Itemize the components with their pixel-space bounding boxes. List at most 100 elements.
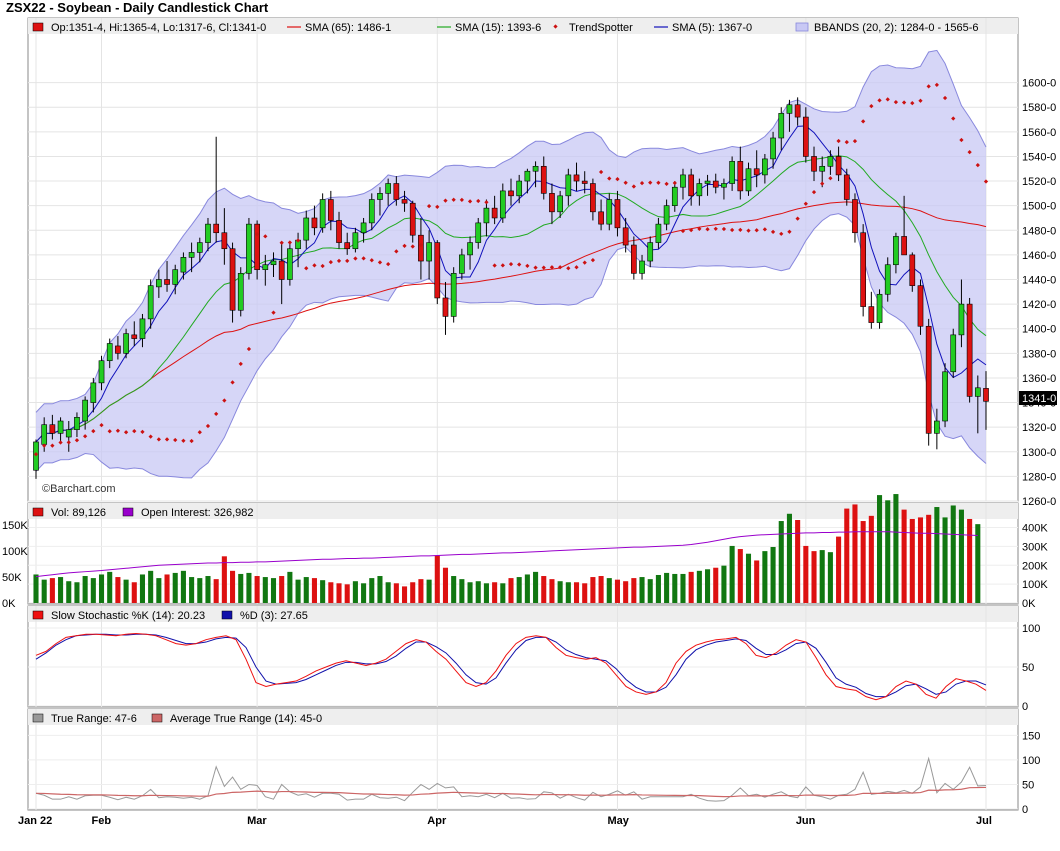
volume-bar xyxy=(442,567,449,603)
trendspotter-dot xyxy=(975,163,980,168)
price-tick-label: 1560-0 xyxy=(1022,127,1056,139)
trendspotter-dot xyxy=(533,265,538,270)
legend-label: Slow Stochastic %K (14): 20.23 xyxy=(51,610,205,622)
volume-bar xyxy=(803,545,809,603)
volume-bar xyxy=(958,509,964,603)
candle-body xyxy=(729,161,735,184)
legend-swatch xyxy=(122,507,134,517)
volume-tick-right: 400K xyxy=(1022,523,1048,535)
legend-label: SMA (5): 1367-0 xyxy=(672,22,752,34)
candle-body xyxy=(221,232,228,250)
candle-body xyxy=(647,242,654,262)
candle-body xyxy=(237,273,244,311)
candle-body xyxy=(868,306,875,323)
legend-swatch xyxy=(32,507,44,517)
candle-body xyxy=(860,232,866,307)
legend-swatch xyxy=(32,610,44,620)
true-range-line xyxy=(35,756,987,802)
volume-bar xyxy=(500,583,506,603)
trendspotter-dot xyxy=(762,227,768,232)
volume-bar xyxy=(287,571,293,603)
trendspotter-dot xyxy=(770,229,776,235)
trendspotter-dot xyxy=(689,228,694,233)
volume-bar xyxy=(107,571,113,603)
volume-bar xyxy=(934,507,940,603)
candle-body xyxy=(802,116,809,157)
trendspotter-dot xyxy=(549,265,555,270)
candle-body xyxy=(352,232,359,250)
candle-body xyxy=(156,279,162,288)
trendspotter-dot xyxy=(787,229,792,234)
candle-body xyxy=(762,158,768,176)
volume-bar xyxy=(459,579,465,603)
month-label: Apr xyxy=(427,815,447,827)
trendspotter-dot xyxy=(639,181,645,186)
volume-bar xyxy=(270,578,277,603)
candle-body xyxy=(409,202,416,236)
legend-label: SMA (15): 1393-6 xyxy=(455,22,541,34)
trendspotter-dot xyxy=(541,265,546,270)
price-tick-label: 1440-0 xyxy=(1022,275,1056,287)
legend-label: Vol: 89,126 xyxy=(51,507,106,519)
volume-bar xyxy=(631,578,637,603)
volume-bar xyxy=(885,500,891,603)
trendspotter-dot xyxy=(574,265,579,270)
trendspotter-dot xyxy=(680,228,686,234)
trendspotter-dot xyxy=(705,227,710,232)
candle-body xyxy=(131,334,138,339)
bbands-lower xyxy=(35,213,987,479)
volume-bar xyxy=(942,517,948,603)
volume-bar xyxy=(352,581,358,603)
month-label: Mar xyxy=(247,815,267,827)
volume-bar xyxy=(385,582,391,603)
trendspotter-dot xyxy=(500,263,505,268)
candle-body xyxy=(303,217,310,241)
volume-bar xyxy=(393,583,399,603)
tr-tick-label: 100 xyxy=(1022,755,1040,767)
candle-body xyxy=(876,293,883,323)
volume-bar xyxy=(172,572,178,603)
candle-body xyxy=(450,273,457,317)
volume-bar xyxy=(426,579,432,603)
volume-bar xyxy=(770,546,776,603)
candle-body xyxy=(893,236,899,266)
candle-body xyxy=(188,252,195,258)
trendspotter-dot xyxy=(492,263,497,268)
candle-body xyxy=(426,242,432,262)
volume-bar xyxy=(148,570,154,603)
trendspotter-dot xyxy=(164,437,170,442)
trendspotter-dot xyxy=(222,398,227,403)
legend-label: SMA (65): 1486-1 xyxy=(305,22,391,34)
volume-tick-left: 50K xyxy=(2,572,22,584)
candle-body xyxy=(811,156,817,172)
candle-body xyxy=(581,180,588,184)
volume-bar xyxy=(573,582,580,603)
trendspotter-dot xyxy=(254,231,260,237)
candle-body xyxy=(196,242,203,253)
volume-bar xyxy=(33,574,39,603)
candle-body xyxy=(213,223,220,234)
trendspotter-dot xyxy=(779,231,784,236)
trendspotter-dot xyxy=(484,200,489,205)
volume-bar xyxy=(164,574,170,603)
volume-bar xyxy=(483,583,489,603)
trendspotter-dot xyxy=(345,258,350,263)
candle-body xyxy=(139,318,146,339)
candle-body xyxy=(983,388,989,402)
candle-body xyxy=(745,168,752,192)
volume-bar xyxy=(369,578,375,603)
trendspotter-dot xyxy=(754,228,759,233)
candle-body xyxy=(532,165,539,172)
price-legend-strip xyxy=(28,18,1018,34)
candle-body xyxy=(434,242,441,299)
legend-swatch xyxy=(221,610,233,620)
price-tick-label: 1500-0 xyxy=(1022,201,1056,213)
candle-body xyxy=(737,161,744,192)
true-range-legend-strip xyxy=(28,709,1018,725)
candle-body xyxy=(254,223,260,270)
price-tick-label: 1260-0 xyxy=(1022,496,1056,508)
volume-bar xyxy=(41,579,47,603)
candle-body xyxy=(614,199,621,229)
stoch-tick-label: 0 xyxy=(1022,701,1028,713)
